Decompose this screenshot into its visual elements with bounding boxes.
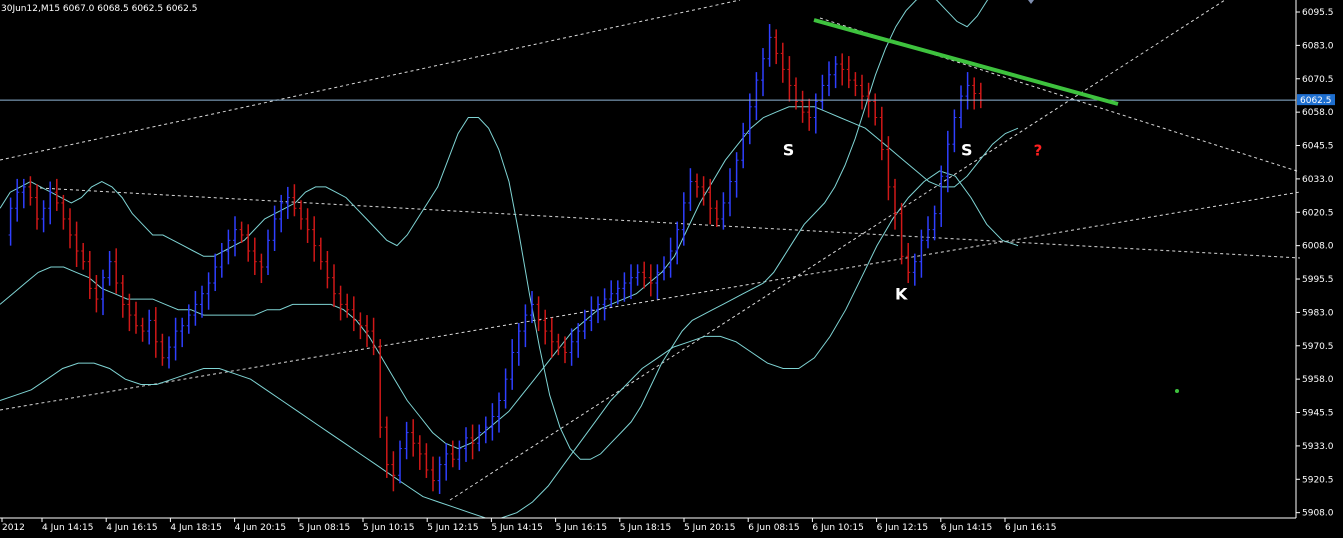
time-tick-label: 6 Jun 14:15 bbox=[941, 523, 992, 533]
bollinger-upper bbox=[0, 0, 989, 460]
price-tick-label: 5983.0 bbox=[1302, 308, 1334, 318]
price-tick-label: 5908.0 bbox=[1302, 509, 1334, 519]
price-tick-label: 6008.0 bbox=[1302, 242, 1334, 252]
time-tick-label: 5 Jun 12:15 bbox=[427, 523, 478, 533]
price-tick-label: 6045.5 bbox=[1302, 142, 1334, 152]
price-tick-label: 5933.0 bbox=[1302, 442, 1334, 452]
time-tick-label: 5 Jun 20:15 bbox=[684, 523, 735, 533]
current-price-box-bg bbox=[1297, 94, 1335, 106]
annotation-label: S bbox=[783, 141, 795, 160]
annotations: S K S? bbox=[783, 141, 1043, 304]
bollinger-bands bbox=[0, 0, 1019, 519]
time-tick-label: 5 Jun 14:15 bbox=[491, 523, 542, 533]
time-tick-label: 5 Jun 16:15 bbox=[556, 523, 607, 533]
time-tick-label: 4 Jun 18:15 bbox=[170, 523, 221, 533]
price-tick-label: 5970.5 bbox=[1302, 342, 1334, 352]
price-tick-label: 5958.0 bbox=[1302, 375, 1334, 385]
bollinger-lower bbox=[0, 170, 1019, 519]
time-tick-label: 6 Jun 16:15 bbox=[1005, 523, 1056, 533]
time-tick-label: 6 Jun 12:15 bbox=[877, 523, 928, 533]
price-tick-label: 5995.5 bbox=[1302, 275, 1334, 285]
time-tick-label: 6 Jun 10:15 bbox=[812, 523, 863, 533]
trendline-ascending-lower bbox=[0, 191, 1301, 411]
price-tick-label: 6095.5 bbox=[1302, 8, 1334, 18]
annotation-label: S bbox=[961, 141, 973, 160]
time-tick-label: 2012 bbox=[2, 523, 25, 533]
time-tick-label: 6 Jun 08:15 bbox=[748, 523, 799, 533]
current-price-label: 6062.5 bbox=[1300, 96, 1332, 106]
time-tick-label: 5 Jun 08:15 bbox=[299, 523, 350, 533]
trendline-ascending-steep bbox=[449, 0, 1226, 501]
price-tick-label: 6083.0 bbox=[1302, 41, 1334, 51]
bollinger-middle bbox=[0, 106, 1019, 450]
price-tick-label: 6070.5 bbox=[1302, 75, 1334, 85]
arrow-marker-icon bbox=[1028, 0, 1034, 4]
time-tick-label: 4 Jun 14:15 bbox=[42, 523, 93, 533]
time-tick-label: 5 Jun 18:15 bbox=[620, 523, 671, 533]
time-axis-labels: 2012 4 Jun 14:15 4 Jun 16:15 4 Jun 18:15 4 J… bbox=[1, 518, 1056, 533]
time-tick-label: 4 Jun 20:15 bbox=[235, 523, 286, 533]
chart-header: 30Jun12,M15 6067.0 6068.5 6062.5 6062.5 bbox=[1, 4, 197, 14]
price-tick-label: 5920.5 bbox=[1302, 475, 1334, 485]
trendline-upper-channel bbox=[0, 0, 741, 161]
candles bbox=[8, 24, 983, 494]
annotation-label: K bbox=[895, 285, 908, 304]
price-tick-label: 5945.5 bbox=[1302, 409, 1334, 419]
price-axis-labels: 6095.5 6083.0 6070.5 6058.0 6045.5 6033.0 6020… bbox=[1296, 8, 1334, 519]
annotation-question: ? bbox=[1034, 142, 1043, 160]
resistance-line bbox=[813, 18, 1119, 106]
current-price-box: 6062.5 bbox=[1297, 94, 1335, 106]
time-tick-label: 5 Jun 10:15 bbox=[363, 523, 414, 533]
price-tick-label: 6058.0 bbox=[1302, 108, 1334, 118]
price-tick-label: 6033.0 bbox=[1302, 175, 1334, 185]
time-tick-label: 4 Jun 16:15 bbox=[106, 523, 157, 533]
price-tick-label: 6020.5 bbox=[1302, 208, 1334, 218]
trendline-descending bbox=[39, 187, 1301, 259]
marker-dot bbox=[1175, 389, 1179, 393]
trendlines bbox=[0, 0, 1301, 501]
